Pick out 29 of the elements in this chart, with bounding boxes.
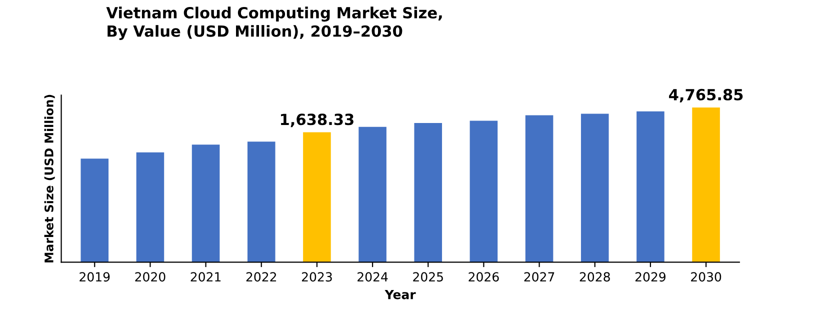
bar [358, 126, 386, 262]
x-tick-label: 2019 [80, 272, 110, 282]
bar [580, 114, 609, 262]
bar [470, 120, 498, 262]
x-axis-title: Year [384, 290, 416, 300]
x-tick-label: 2021 [190, 272, 221, 282]
x-tick-label: 2027 [524, 272, 554, 282]
bar [636, 111, 664, 262]
x-tick-label: 2028 [580, 272, 610, 282]
bar [247, 142, 276, 262]
bar [414, 123, 442, 262]
text: 4,765.85 [669, 88, 743, 102]
y-axis-title: Market Size (USD Million) [44, 94, 55, 262]
x-tick-label: 2022 [246, 272, 276, 282]
x-tick-label: 2020 [135, 272, 166, 282]
annotation: 1,638.33 [280, 114, 354, 128]
bar [136, 152, 164, 262]
bar [525, 115, 554, 262]
x-tick-label: 2025 [413, 272, 443, 282]
x-tick-label: 2029 [635, 272, 666, 282]
bar [80, 158, 109, 262]
bar [692, 108, 720, 262]
x-tick-label: 2026 [468, 272, 499, 282]
bar [192, 144, 220, 262]
x-tick-label: 2023 [302, 272, 332, 282]
bar [303, 132, 331, 262]
x-tick-label: 2030 [691, 272, 722, 282]
x-tick-label: 2024 [358, 272, 388, 282]
chart-title: Vietnam Cloud Computing Market Size, By Value (USD Million), 2019–2030 [106, 6, 442, 40]
